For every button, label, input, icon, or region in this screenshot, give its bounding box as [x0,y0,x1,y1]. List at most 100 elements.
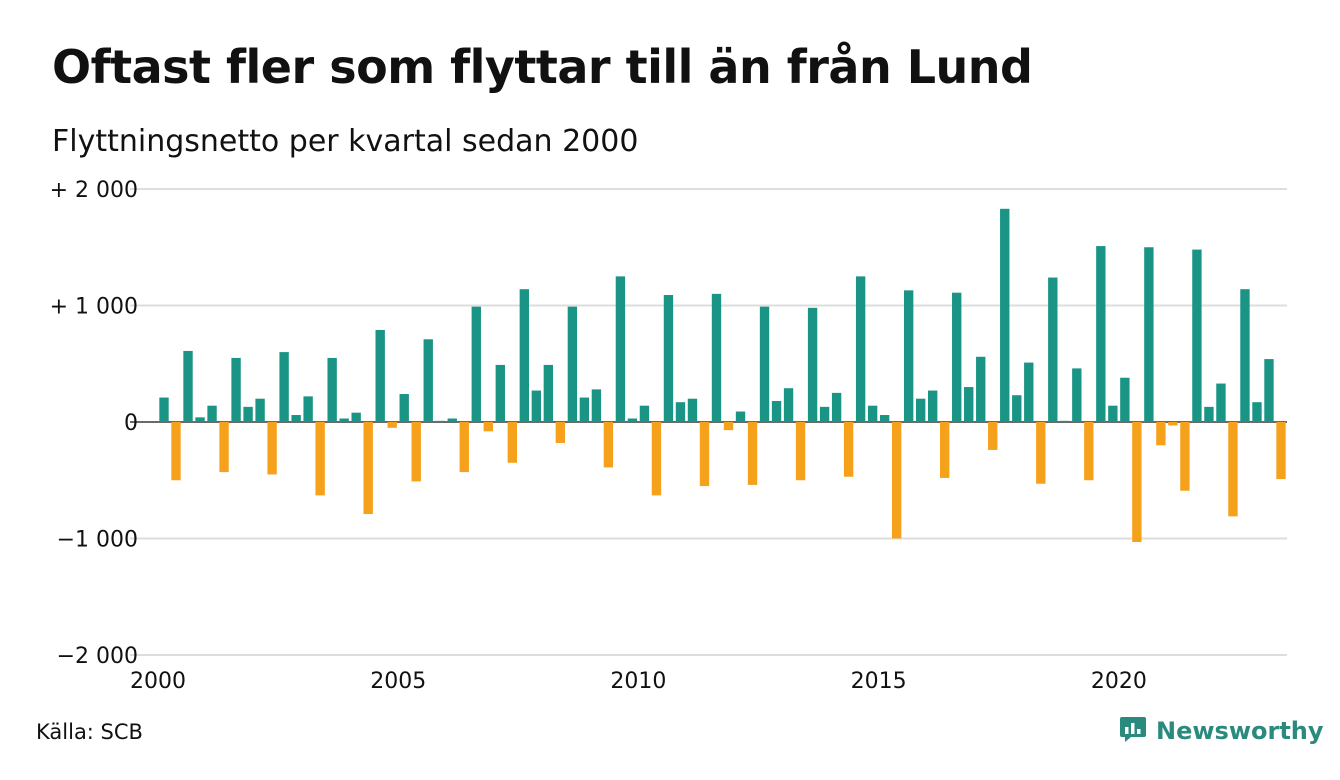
bar-2009-k1 [591,389,602,422]
y-tick-label: −1 000 [57,528,138,553]
bar-2016-k1 [928,390,938,422]
bar-2007-k1 [495,364,505,422]
bar-2009-k4 [627,418,638,422]
bar-2005-k4 [435,420,445,422]
chart-subtitle: Flyttningsnetto per kvartal sedan 2000 [52,124,639,159]
y-tick-label: −2 000 [57,644,138,669]
bar-2005-k2 [411,422,421,482]
bar-2006-k3 [471,306,481,422]
bar-2003-k2 [315,422,325,496]
bar-2002-k3 [279,352,289,422]
bar-2013-k2 [795,422,806,481]
y-tick-label: + 2 000 [50,178,138,203]
bar-2009-k3 [615,276,626,422]
bar-2004-k1 [351,412,361,422]
chart-title: Oftast fler som flyttar till än från Lun… [52,40,1033,94]
bar-2017-k3 [1000,208,1010,422]
bar-2012-k1 [735,411,746,422]
bar-2000-k4 [195,417,205,422]
bar-2013-k4 [819,406,830,422]
bar-2012-k4 [771,401,782,422]
bar-2003-k1 [303,396,313,422]
brand-name: Newsworthy [1156,717,1324,745]
bar-2018-k2 [1036,422,1046,484]
bar-2005-k1 [399,394,409,422]
bar-2019-k4 [1108,405,1118,422]
bar-2007-k3 [519,289,530,422]
bar-2010-k4 [675,402,686,422]
bar-2014-k3 [855,276,866,422]
bar-2016-k2 [940,422,950,478]
bar-2018-k1 [1024,362,1034,422]
bar-2020-k2 [1132,422,1142,542]
x-tick-label: 2000 [130,669,186,694]
bar-2021-k1 [1168,422,1178,426]
bar-2018-k4 [1060,420,1070,422]
bar-2015-k2 [891,422,902,539]
bar-2012-k3 [759,306,770,422]
source-note: Källa: SCB [36,720,143,744]
bar-2019-k1 [1072,368,1082,422]
bar-2008-k3 [567,306,578,422]
bar-2014-k4 [867,405,878,422]
x-axis-labels: 2000 2005 2010 2015 2020 [130,669,1147,694]
bar-2017-k1 [976,356,986,422]
bar-2022-k1 [1216,383,1226,422]
bar-2003-k3 [327,357,337,422]
bar-2000-k2 [171,422,181,481]
bar-2001-k2 [219,422,229,473]
bar-2015-k4 [915,398,926,422]
bar-2001-k3 [231,357,241,422]
bar-2002-k4 [291,415,301,422]
bar-2020-k3 [1144,247,1154,422]
x-tick-label: 2015 [851,669,907,694]
bar-2010-k3 [663,295,674,422]
bar-2010-k1 [639,405,650,422]
bar-2014-k1 [831,392,842,422]
x-tick-label: 2020 [1091,669,1147,694]
bar-2000-k3 [183,350,193,422]
bar-2015-k1 [879,415,890,422]
bar-2022-k2 [1228,422,1238,517]
bar-2018-k3 [1048,277,1058,422]
bar-2007-k4 [531,390,542,422]
bar-2011-k3 [711,293,722,422]
bar-2013-k3 [807,307,818,422]
bar-2006-k4 [483,422,493,432]
bar-2013-k1 [783,388,794,422]
bar-2015-k3 [903,290,914,422]
bar-2012-k2 [747,422,758,485]
bar-2011-k4 [723,422,734,431]
bar-2003-k4 [339,418,349,422]
bar-2008-k1 [543,364,554,422]
bar-2021-k3 [1192,249,1202,422]
bar-2020-k1 [1120,377,1130,422]
y-axis-labels: + 2 000 + 1 000 0 −1 000 −2 000 [50,178,138,669]
bar-2004-k3 [375,329,385,422]
bar-2014-k2 [843,422,854,477]
chart-bubble-icon [1118,714,1148,748]
bar-2021-k4 [1204,406,1214,422]
bar-2021-k2 [1180,422,1190,491]
brand-logo[interactable]: Newsworthy [1118,714,1324,748]
bar-chart: + 2 000 + 1 000 0 −1 000 −2 000 2000 2005 2010… [50,178,1287,694]
bars [159,208,1286,542]
bar-2004-k4 [387,422,397,428]
bar-2009-k2 [603,422,614,468]
bar-2020-k4 [1156,422,1166,446]
bar-2023-k1 [1264,359,1274,422]
bar-2006-k1 [447,418,457,422]
bar-2017-k2 [988,422,998,450]
bar-2010-k2 [651,422,662,496]
bar-2011-k2 [699,422,710,487]
bar-2016-k3 [952,292,962,422]
bar-2008-k2 [555,422,566,443]
bar-2000-k1 [159,397,169,422]
bar-2001-k1 [207,405,217,422]
x-tick-label: 2010 [610,669,666,694]
bar-2001-k4 [243,406,253,422]
x-tick-label: 2005 [370,669,426,694]
bar-2006-k2 [459,422,469,473]
bar-2019-k3 [1096,246,1106,422]
bar-2022-k3 [1240,289,1250,422]
